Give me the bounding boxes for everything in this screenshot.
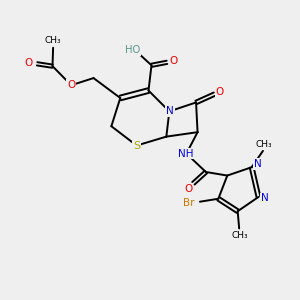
Text: N: N (254, 159, 262, 169)
Text: N: N (261, 194, 269, 203)
Text: O: O (184, 184, 192, 194)
Text: HO: HO (125, 45, 141, 55)
Text: S: S (133, 140, 140, 151)
Text: O: O (170, 56, 178, 66)
Text: CH₃: CH₃ (45, 36, 61, 45)
Text: Br: Br (184, 198, 195, 208)
Text: N: N (166, 106, 174, 116)
Text: O: O (25, 58, 33, 68)
Text: CH₃: CH₃ (231, 231, 248, 240)
Text: O: O (67, 80, 75, 90)
Text: NH: NH (178, 148, 194, 159)
Text: CH₃: CH₃ (256, 140, 272, 148)
Text: O: O (216, 87, 224, 97)
